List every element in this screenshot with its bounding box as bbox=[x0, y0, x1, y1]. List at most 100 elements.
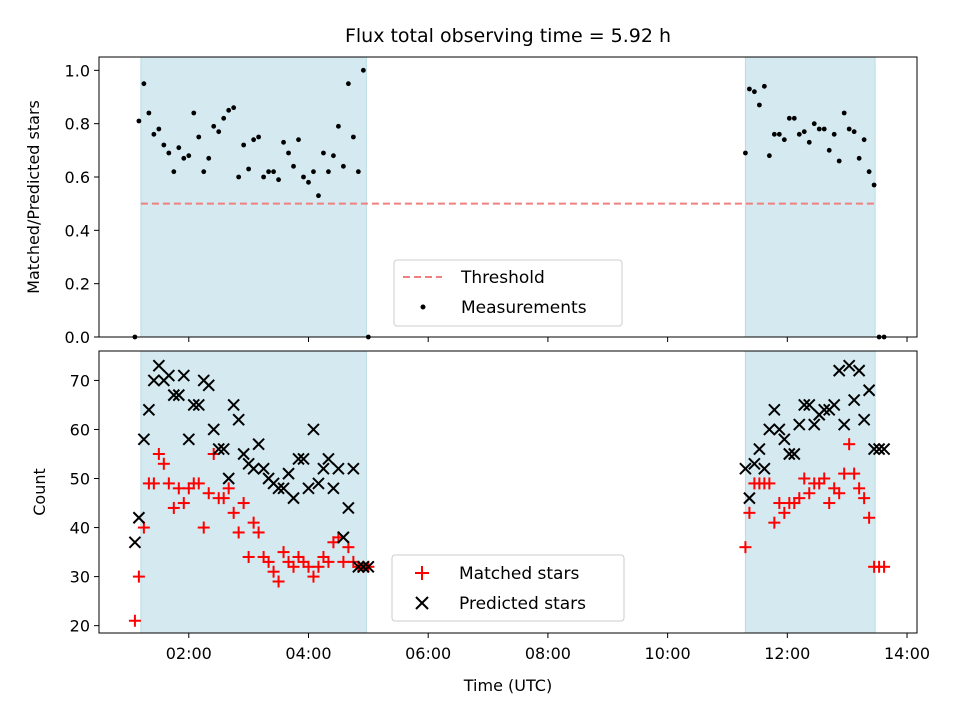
y-tick-label: 1.0 bbox=[65, 61, 90, 80]
matched-star-marker bbox=[312, 560, 325, 573]
measurement-point bbox=[743, 150, 748, 156]
measurement-point bbox=[286, 150, 291, 156]
x-tick-label: 14:00 bbox=[884, 644, 930, 663]
predicted-star-marker bbox=[862, 384, 876, 397]
legend-measurements-swatch bbox=[420, 304, 426, 310]
measurement-point bbox=[291, 163, 296, 169]
predicted-star-marker bbox=[232, 413, 245, 426]
predicted-star-marker bbox=[867, 442, 881, 456]
predicted-star-marker bbox=[743, 491, 756, 505]
measurement-point bbox=[811, 121, 817, 127]
matched-star-marker bbox=[197, 521, 210, 534]
legend-threshold-label: Threshold bbox=[460, 268, 545, 288]
predicted-star-marker bbox=[247, 462, 260, 475]
x-tick-label: 08:00 bbox=[525, 644, 571, 663]
top-legend-box bbox=[393, 259, 623, 327]
x-tick-label: 12:00 bbox=[764, 644, 810, 663]
predicted-stars-points bbox=[128, 359, 891, 573]
predicted-star-marker bbox=[227, 398, 240, 412]
predicted-star-marker bbox=[312, 477, 325, 490]
predicted-star-marker bbox=[362, 560, 375, 573]
bottom-x-ticks: 02:00 04:00 06:00 08:00 10:00 12:00 14:00 bbox=[166, 633, 930, 663]
predicted-star-marker bbox=[768, 403, 781, 417]
measurement-point bbox=[747, 86, 752, 92]
predicted-star-marker bbox=[763, 423, 776, 436]
predicted-star-marker bbox=[847, 393, 861, 407]
measurement-point bbox=[360, 67, 366, 73]
predicted-star-marker bbox=[798, 398, 811, 412]
matched-star-marker bbox=[793, 492, 806, 505]
predicted-star-marker bbox=[237, 447, 250, 461]
measurement-point bbox=[246, 166, 252, 172]
matched-star-marker bbox=[202, 487, 215, 500]
bottom-axes-frame bbox=[98, 350, 918, 634]
predicted-star-marker bbox=[172, 388, 186, 402]
top-y-ticks: 0.0 0.2 0.4 0.6 0.8 1.0 bbox=[65, 61, 99, 347]
legend-measurements-label: Measurements bbox=[461, 298, 587, 318]
predicted-star-marker bbox=[347, 462, 360, 475]
measurement-point bbox=[831, 131, 837, 137]
measurement-point bbox=[326, 169, 331, 175]
matched-star-marker bbox=[152, 447, 165, 460]
measurement-point bbox=[161, 142, 167, 148]
y-tick-label: 60 bbox=[70, 420, 90, 439]
y-tick-label: 0.0 bbox=[65, 328, 90, 347]
measurement-point bbox=[836, 158, 842, 164]
predicted-star-marker bbox=[748, 457, 761, 471]
measurement-point bbox=[791, 115, 797, 121]
predicted-star-marker bbox=[872, 442, 886, 456]
measurement-point bbox=[186, 153, 192, 159]
predicted-star-marker bbox=[832, 364, 846, 377]
predicted-star-marker bbox=[842, 359, 856, 372]
measurement-point bbox=[796, 131, 802, 137]
bottom-legend-box bbox=[391, 554, 625, 622]
matched-star-marker bbox=[252, 526, 265, 539]
matched-star-marker bbox=[803, 487, 816, 500]
predicted-star-marker bbox=[357, 560, 370, 573]
y-tick-label: 0.6 bbox=[65, 168, 90, 187]
predicted-star-marker bbox=[352, 560, 365, 573]
matched-star-marker bbox=[277, 546, 290, 559]
measurement-point bbox=[781, 137, 787, 143]
predicted-star-marker bbox=[257, 462, 270, 475]
top-axes-frame bbox=[98, 56, 918, 338]
predicted-star-marker bbox=[773, 423, 786, 436]
y-tick-label: 40 bbox=[70, 519, 90, 538]
matched-star-marker bbox=[192, 477, 205, 490]
bottom-y-axis-label: Count bbox=[30, 468, 49, 516]
matched-star-marker bbox=[227, 506, 240, 519]
measurement-point bbox=[296, 137, 301, 143]
predicted-star-marker bbox=[788, 447, 801, 461]
bottom-legend: Matched stars Predicted stars bbox=[391, 554, 625, 622]
measurement-point bbox=[311, 169, 316, 175]
matched-star-marker bbox=[242, 550, 255, 563]
predicted-star-marker bbox=[152, 359, 166, 372]
measurement-point bbox=[226, 107, 232, 113]
measurement-point bbox=[166, 150, 172, 156]
predicted-star-marker bbox=[128, 536, 142, 549]
measurement-point bbox=[316, 193, 321, 199]
chart-title: Flux total observing time = 5.92 h bbox=[345, 25, 671, 47]
matched-star-marker bbox=[222, 482, 235, 495]
measurement-point bbox=[191, 110, 197, 116]
matched-star-marker bbox=[232, 526, 245, 539]
predicted-star-marker bbox=[322, 452, 335, 466]
measurement-point bbox=[846, 126, 852, 132]
predicted-star-marker bbox=[182, 433, 195, 446]
matched-star-marker bbox=[147, 477, 160, 490]
measurement-point bbox=[211, 123, 217, 129]
bottom-y-ticks: 20 30 40 50 60 70 bbox=[70, 371, 99, 636]
predicted-star-marker bbox=[287, 491, 300, 505]
predicted-star-marker bbox=[307, 423, 320, 436]
predicted-star-marker bbox=[282, 467, 295, 480]
measurement-point bbox=[871, 182, 877, 188]
y-tick-label: 20 bbox=[70, 617, 90, 636]
observing-window-shade bbox=[744, 56, 876, 338]
measurement-point bbox=[151, 131, 157, 137]
predicted-star-marker bbox=[808, 418, 821, 431]
predicted-star-marker bbox=[277, 482, 290, 495]
measurement-point bbox=[281, 139, 286, 145]
measurement-point bbox=[806, 139, 812, 145]
matched-star-marker bbox=[763, 477, 776, 490]
